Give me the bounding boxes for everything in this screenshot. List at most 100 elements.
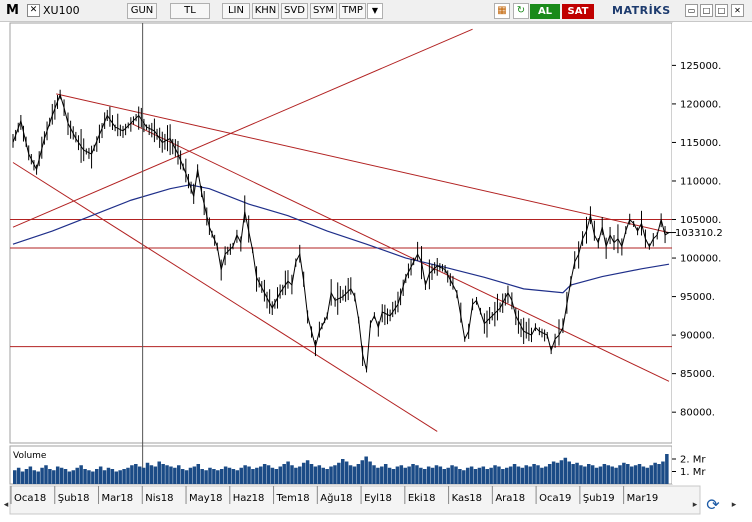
volume-bar xyxy=(40,467,44,484)
restore-icon[interactable]: □ xyxy=(715,4,728,17)
volume-bar xyxy=(540,467,544,484)
time-axis-label: Şub19 xyxy=(583,493,615,504)
scroll-left-icon[interactable]: ◂ xyxy=(3,500,9,510)
volume-bar xyxy=(184,470,189,484)
volume-bar xyxy=(626,464,630,484)
volume-bar xyxy=(364,456,368,484)
tmp-button[interactable]: TMP xyxy=(339,3,366,19)
volume-bar xyxy=(602,464,607,484)
volume-bar xyxy=(216,470,220,484)
linear-scale-button[interactable]: LIN xyxy=(222,3,250,19)
currency-button[interactable]: TL xyxy=(170,3,210,19)
volume-bar xyxy=(551,461,556,484)
volume-bar xyxy=(473,469,478,484)
volume-bar xyxy=(294,467,298,484)
price-axis-label: 100000. xyxy=(680,254,721,265)
volume-bar xyxy=(79,465,83,484)
refresh-icon[interactable]: ⟳ xyxy=(706,495,720,514)
volume-bar xyxy=(579,465,583,484)
minimize-icon[interactable]: ▭ xyxy=(685,4,698,17)
volume-bar xyxy=(547,464,552,484)
sell-button[interactable]: SAT xyxy=(562,4,594,19)
buy-button[interactable]: AL xyxy=(530,4,560,19)
volume-bar xyxy=(633,465,638,484)
volume-bar xyxy=(356,464,361,484)
volume-bar xyxy=(235,470,240,484)
window-close-icon[interactable]: ✕ xyxy=(731,4,744,17)
svd-button[interactable]: SVD xyxy=(281,3,308,19)
volume-bar xyxy=(219,469,224,484)
volume-bar xyxy=(110,469,115,484)
volume-bar xyxy=(661,461,665,484)
volume-bar xyxy=(91,471,95,484)
price-axis-label: 125000. xyxy=(680,61,721,72)
volume-bar xyxy=(28,466,33,484)
volume-bar xyxy=(368,461,372,484)
volume-bar xyxy=(536,465,540,484)
volume-bar xyxy=(462,470,466,484)
volume-bar xyxy=(544,466,548,484)
volume-bar xyxy=(559,460,564,484)
volume-bar xyxy=(637,464,642,484)
volume-bar xyxy=(477,467,482,484)
volume-bar xyxy=(165,465,169,484)
volume-bar xyxy=(118,470,122,484)
price-axis-label: 95000. xyxy=(680,292,715,303)
price-axis-label: 110000. xyxy=(680,176,721,187)
chart-type-icon[interactable]: ▦ xyxy=(494,3,510,19)
sym-button[interactable]: SYM xyxy=(310,3,337,19)
panel-arrow-icon[interactable]: ▸ xyxy=(731,500,737,510)
volume-bar xyxy=(571,464,575,484)
volume-bar xyxy=(520,467,525,484)
last-value-label: 103310.2 xyxy=(675,228,723,239)
refresh-small-icon[interactable]: ↻ xyxy=(513,3,529,19)
volume-bar xyxy=(126,467,130,484)
volume-bar xyxy=(493,465,497,484)
volume-label: Volume xyxy=(13,451,47,461)
time-axis-label: Oca19 xyxy=(539,493,571,504)
symbol-label[interactable]: XU100 xyxy=(43,4,80,17)
price-axis-label: 105000. xyxy=(680,215,721,226)
scroll-right-icon[interactable]: ▸ xyxy=(692,500,698,510)
volume-bar xyxy=(161,464,165,484)
volume-bar xyxy=(391,469,396,484)
volume-bar xyxy=(583,466,587,484)
price-axis-label: 85000. xyxy=(680,369,715,380)
volume-bar xyxy=(75,467,79,484)
volume-bar xyxy=(653,462,657,484)
volume-bar xyxy=(251,469,255,484)
plot-area xyxy=(9,22,673,444)
volume-bar xyxy=(376,467,380,484)
volume-bar xyxy=(555,462,560,484)
volume-bar xyxy=(16,467,21,484)
volume-bar xyxy=(645,467,650,484)
volume-bar xyxy=(614,467,618,484)
volume-bar xyxy=(231,469,236,484)
volume-bar xyxy=(344,461,349,484)
volume-bar xyxy=(469,466,474,484)
dropdown-icon[interactable]: ▼ xyxy=(367,3,383,19)
volume-bar xyxy=(278,466,283,484)
time-axis-label: Ağu18 xyxy=(320,492,352,504)
time-axis-label: Tem18 xyxy=(276,493,310,504)
price-line xyxy=(12,93,670,370)
close-icon[interactable]: ✕ xyxy=(27,4,40,17)
trend-line xyxy=(130,122,670,382)
volume-bar xyxy=(321,467,325,484)
volume-bar xyxy=(157,461,161,484)
volume-bar xyxy=(130,465,134,484)
period-button[interactable]: GUN xyxy=(127,3,157,19)
trend-line xyxy=(12,28,473,228)
volume-bar xyxy=(67,471,72,484)
khn-button[interactable]: KHN xyxy=(252,3,279,19)
maximize-icon[interactable]: □ xyxy=(700,4,713,17)
price-axis-panel xyxy=(672,23,742,484)
volume-bar xyxy=(247,466,251,484)
volume-bar xyxy=(137,466,142,484)
volume-bar xyxy=(380,466,384,484)
volume-bar xyxy=(243,465,247,484)
volume-bar xyxy=(208,467,212,484)
volume-bar xyxy=(649,465,653,484)
volume-bar xyxy=(458,469,462,484)
